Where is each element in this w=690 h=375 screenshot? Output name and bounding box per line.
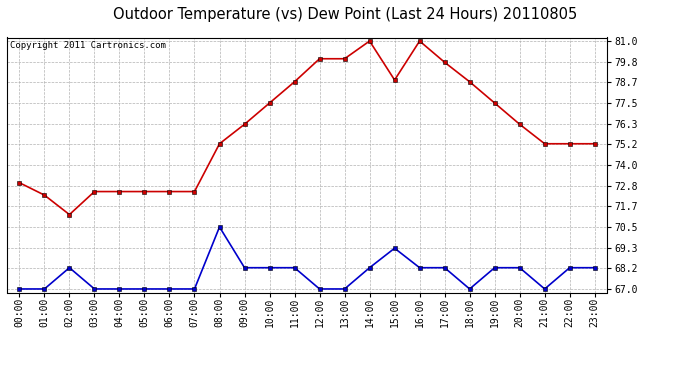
Text: Copyright 2011 Cartronics.com: Copyright 2011 Cartronics.com bbox=[10, 41, 166, 50]
Text: Outdoor Temperature (vs) Dew Point (Last 24 Hours) 20110805: Outdoor Temperature (vs) Dew Point (Last… bbox=[113, 8, 577, 22]
